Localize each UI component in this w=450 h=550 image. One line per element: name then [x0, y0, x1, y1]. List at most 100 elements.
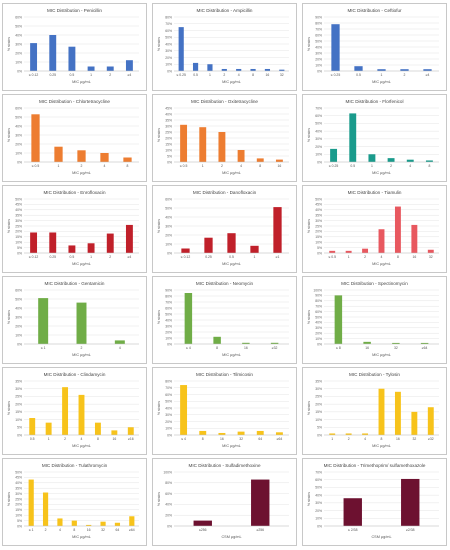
y-axis-label: % strains — [7, 128, 11, 142]
chart-15: MIC Distribution - Tylosin 0% 5% 10% 15% 20% 2… — [302, 367, 447, 455]
chart-2: MIC Distribution - Ampicillin 0% 10% 20% 30%… — [152, 3, 297, 91]
y-tick-label: 10% — [15, 241, 22, 245]
chart-title: MIC Distribution - Clindamycin — [44, 372, 106, 377]
y-tick-label: 5% — [317, 246, 322, 250]
bar — [411, 224, 418, 253]
chart-9: MIC Distribution - Tiamulin 0%5%10% 15%20%… — [302, 185, 447, 273]
y-axis-label: % strains — [157, 310, 161, 324]
y-tick-label: 40% — [315, 129, 322, 133]
chart-title: MIC Distribution - Chlortetracycline — [39, 99, 110, 104]
x-tick-label: ≤ 1 — [29, 528, 34, 532]
y-axis-label: % strains — [307, 310, 311, 324]
bar — [329, 433, 336, 435]
bar — [68, 245, 76, 253]
bar — [420, 342, 429, 344]
y-tick-label: 100% — [163, 470, 172, 474]
x-axis-label: CSM μg/mL — [221, 535, 241, 539]
bar — [237, 150, 245, 162]
bar — [111, 430, 118, 435]
y-tick-label: 0% — [167, 69, 172, 73]
y-tick-label: 30% — [315, 51, 322, 55]
x-axis-label: MIC μg/mL — [72, 353, 91, 357]
bar — [349, 113, 357, 162]
chart-title: MIC Distribution - Penicillin — [47, 8, 102, 13]
x-tick-label: 4 — [409, 164, 411, 168]
y-tick-label: 0% — [17, 69, 22, 73]
y-tick-label: 40% — [165, 112, 172, 116]
x-tick-label: 4 — [240, 164, 242, 168]
chart-11: MIC Distribution - Neomycin 0% 10% 20% 30% 40… — [152, 276, 297, 364]
chart-frame — [152, 367, 297, 455]
x-tick-label: 0.5 — [30, 437, 35, 441]
x-axis-label: MIC μg/mL — [72, 262, 91, 266]
bar — [368, 154, 376, 162]
x-axis-label: CSM μg/mL — [371, 535, 391, 539]
x-tick-label: ≤ 0.12 — [29, 255, 39, 259]
x-tick-label: 8 — [397, 255, 399, 259]
y-axis-label: % strains — [7, 401, 11, 415]
x-tick-label: ≤ 4 — [186, 346, 191, 350]
y-tick-label: 5% — [17, 519, 22, 523]
bar — [193, 520, 212, 526]
y-axis-label: % strains — [7, 219, 11, 233]
y-tick-label: 60% — [15, 106, 22, 110]
chart-7: MIC Distribution - Enrofloxacin0%5%10%15… — [2, 185, 147, 273]
x-tick-label: ≤ 2/38 — [348, 528, 358, 532]
chart-title: MIC Distribution - Sulfadimethoxine — [189, 463, 261, 468]
x-tick-label: 0.5 — [229, 255, 234, 259]
y-tick-label: 70% — [315, 470, 322, 474]
x-tick-label: 0.25 — [49, 255, 56, 259]
bar — [256, 430, 264, 435]
x-tick-label: 4 — [119, 346, 121, 350]
bar — [199, 127, 207, 162]
chart-title: MIC Distribution - Tiamulin — [348, 190, 402, 195]
y-tick-label: 20% — [165, 330, 172, 334]
bar — [114, 340, 125, 344]
y-tick-label: 20% — [315, 332, 322, 336]
bar — [30, 43, 38, 71]
y-tick-label: 30% — [15, 492, 22, 496]
x-axis-label: MIC μg/mL — [222, 80, 241, 84]
bar — [256, 158, 264, 162]
y-tick-label: 10% — [15, 333, 22, 337]
x-tick-label: 0.5 — [70, 73, 75, 77]
bar — [363, 341, 371, 344]
x-tick-label: 1 — [381, 73, 383, 77]
y-tick-label: 10% — [165, 336, 172, 340]
bar — [192, 62, 199, 71]
y-tick-label: 60% — [315, 478, 322, 482]
y-tick-label: 20% — [315, 145, 322, 149]
y-tick-label: 40% — [165, 503, 172, 507]
y-tick-label: 40% — [165, 406, 172, 410]
bar — [394, 391, 401, 435]
x-tick-label: 8 — [381, 437, 383, 441]
x-tick-label: ≥256 — [256, 528, 264, 532]
chart-title: MIC Distribution - Enrofloxacin — [43, 190, 105, 195]
y-tick-label: 35% — [315, 379, 322, 383]
y-tick-label: 15% — [315, 235, 322, 239]
y-tick-label: 50% — [165, 206, 172, 210]
x-tick-label: 1 — [254, 255, 256, 259]
x-tick-label: 32 — [429, 255, 433, 259]
x-tick-label: ≤ 0.25 — [331, 73, 341, 77]
bar — [236, 68, 242, 71]
y-tick-label: 60% — [165, 29, 172, 33]
x-tick-label: 1 — [90, 73, 92, 77]
y-tick-label: 30% — [165, 324, 172, 328]
x-tick-label: 1 — [48, 437, 50, 441]
bar — [273, 207, 282, 253]
chart-title: MIC Distribution - Oxitetracycline — [191, 99, 258, 104]
x-tick-label: 16 — [244, 346, 248, 350]
bar — [94, 422, 101, 435]
y-tick-label: 40% — [315, 208, 322, 212]
y-tick-label: 40% — [15, 481, 22, 485]
y-tick-label: 30% — [165, 49, 172, 53]
y-tick-label: 35% — [15, 379, 22, 383]
x-tick-label: 4 — [104, 164, 106, 168]
bar — [427, 249, 434, 253]
y-tick-label: 60% — [165, 197, 172, 201]
chart-title: MIC Distribution - Ceftiofur — [347, 8, 402, 13]
y-tick-label: 15% — [165, 142, 172, 146]
x-axis-label: MIC μg/mL — [222, 444, 241, 448]
x-tick-label: ≤ 0.5 — [32, 164, 40, 168]
